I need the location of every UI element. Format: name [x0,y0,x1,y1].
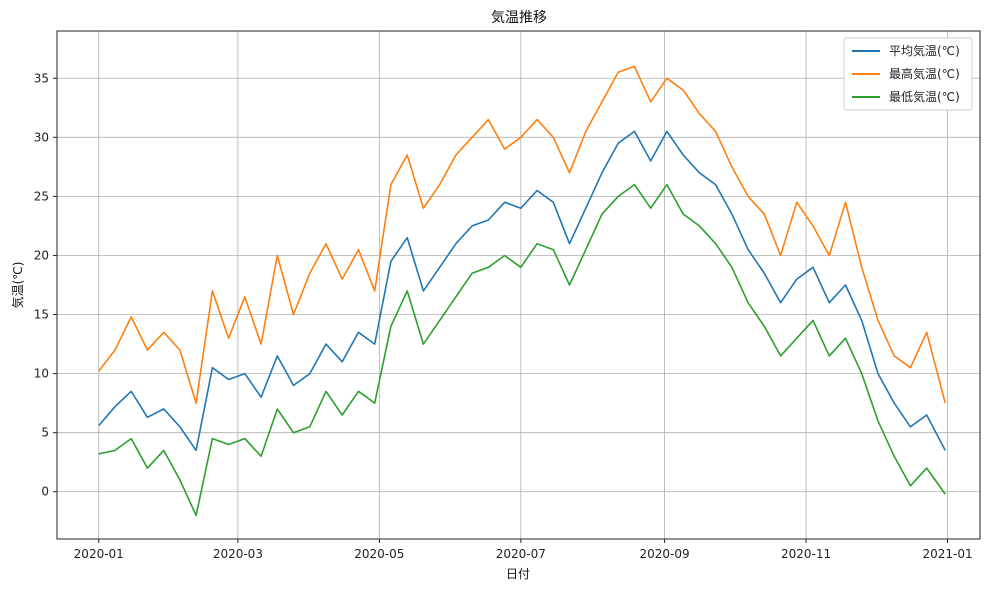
y-tick-label: 5 [41,426,49,440]
x-tick-label: 2020-11 [781,547,831,561]
y-axis-label: 気温(℃) [10,262,25,309]
series-line-2 [98,183,946,517]
x-tick-label: 2021-01 [922,547,972,561]
x-axis-label: 日付 [506,567,530,581]
x-tick-label: 2020-01 [74,547,124,561]
y-tick-label: 0 [41,485,49,499]
x-tick-label: 2020-07 [496,547,546,561]
chart-title: 気温推移 [491,10,547,26]
y-tick-label: 30 [34,130,49,144]
y-tick-label: 10 [34,367,49,381]
y-tick-label: 15 [34,308,49,322]
x-axis: 2020-01 2020-03 2020-05 2020-07 2020-09 2020-… [74,539,973,561]
legend-label-1: 最高気温(℃) [889,66,960,81]
y-tick-label: 25 [34,189,49,203]
plot-frame [56,30,981,540]
grid-lines [57,31,980,539]
legend: 平均気温(℃) 最高気温(℃) 最低気温(℃) [843,37,973,111]
legend-frame [843,37,973,111]
series-line-0 [98,130,946,452]
legend-label-0: 平均気温(℃) [889,43,960,58]
x-tick-label: 2020-03 [213,547,263,561]
series-line-1 [98,65,946,404]
y-tick-label: 20 [34,248,49,262]
legend-label-2: 最低気温(℃) [889,89,960,104]
y-axis: 0 5 10 15 20 25 30 35 [34,71,57,499]
x-tick-label: 2020-09 [640,547,690,561]
y-tick-label: 35 [34,71,49,85]
x-tick-label: 2020-05 [354,547,404,561]
series-layer [98,65,946,517]
